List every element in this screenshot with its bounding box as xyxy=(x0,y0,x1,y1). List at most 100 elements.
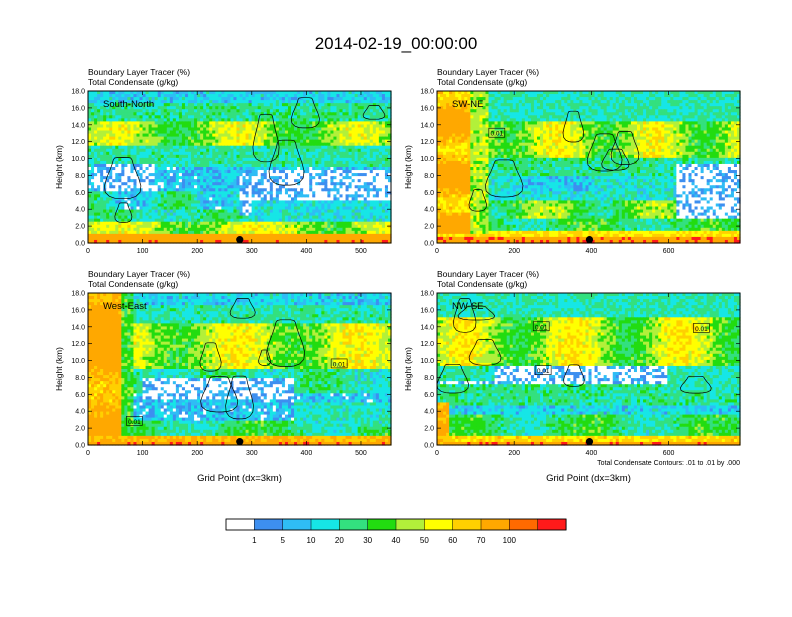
field-cell xyxy=(166,215,171,220)
field-cell xyxy=(215,179,219,183)
field-cell xyxy=(151,170,156,174)
field-cell xyxy=(181,97,186,101)
field-cell xyxy=(254,145,259,150)
field-cell xyxy=(145,206,150,211)
field-cell xyxy=(184,157,189,162)
field-cell xyxy=(291,106,295,110)
field-cell xyxy=(321,127,325,132)
field-cell xyxy=(154,218,159,223)
field-cell xyxy=(369,215,374,220)
field-cell xyxy=(136,194,141,198)
field-cell xyxy=(184,221,189,226)
field-cell xyxy=(239,197,244,202)
field-cell xyxy=(330,103,335,107)
field-cell xyxy=(142,188,147,192)
field-cell xyxy=(148,118,153,122)
field-cell xyxy=(97,212,101,217)
field-cell xyxy=(178,133,183,138)
field-cell xyxy=(227,136,232,141)
field-cell xyxy=(236,115,241,119)
field-cell xyxy=(227,109,232,113)
field-cell xyxy=(281,182,286,186)
field-cell xyxy=(91,173,95,177)
field-cell xyxy=(251,97,256,101)
field-cell xyxy=(275,167,280,171)
field-cell xyxy=(269,115,274,119)
field-cell xyxy=(369,94,374,98)
field-cell xyxy=(360,215,365,220)
field-cell xyxy=(333,118,338,122)
field-cell xyxy=(194,115,198,119)
field-cell xyxy=(263,197,268,202)
field-cell xyxy=(209,185,213,189)
field-cell xyxy=(360,206,365,211)
field-cell xyxy=(339,163,344,168)
condensate-field xyxy=(88,91,392,244)
field-cell xyxy=(324,160,328,165)
field-cell xyxy=(115,197,119,202)
field-cell xyxy=(312,112,316,116)
field-cell xyxy=(197,127,201,132)
field-cell xyxy=(169,209,174,214)
field-cell xyxy=(321,154,325,159)
field-cell xyxy=(145,182,150,186)
field-cell xyxy=(148,185,153,189)
field-cell xyxy=(106,145,110,150)
field-cell xyxy=(172,191,177,195)
field-cell xyxy=(339,191,344,195)
field-cell xyxy=(227,121,232,126)
field-cell xyxy=(121,142,125,147)
field-cell xyxy=(181,163,186,168)
field-cell xyxy=(315,127,319,132)
field-cell xyxy=(206,215,210,220)
field-cell xyxy=(215,191,219,195)
field-cell xyxy=(333,142,338,147)
field-cell xyxy=(166,148,171,153)
field-cell xyxy=(166,163,171,168)
field-cell xyxy=(345,142,350,147)
field-cell xyxy=(184,112,189,116)
field-cell xyxy=(248,176,253,180)
field-cell xyxy=(175,109,180,113)
field-cell xyxy=(91,139,95,144)
field-cell xyxy=(354,191,359,195)
field-cell xyxy=(112,139,116,144)
field-cell xyxy=(363,127,368,132)
field-cell xyxy=(178,130,183,135)
field-cell xyxy=(330,130,335,135)
field-cell xyxy=(136,91,141,95)
field-cell xyxy=(118,151,122,156)
field-cell xyxy=(178,106,183,110)
field-cell xyxy=(297,176,301,180)
field-cell xyxy=(275,191,280,195)
field-cell xyxy=(200,218,204,223)
field-cell xyxy=(309,118,313,122)
field-cell xyxy=(236,167,241,171)
field-cell xyxy=(133,127,138,132)
field-cell xyxy=(278,151,283,156)
field-cell xyxy=(330,94,335,98)
field-cell xyxy=(136,209,141,214)
field-cell xyxy=(94,100,98,104)
field-cell xyxy=(187,136,192,141)
field-cell xyxy=(375,142,380,147)
field-cell xyxy=(197,109,201,113)
field-cell xyxy=(354,139,359,144)
field-cell xyxy=(303,112,307,116)
field-cell xyxy=(94,203,98,208)
field-cell xyxy=(178,154,183,159)
field-cell xyxy=(342,215,347,220)
field-cell xyxy=(245,142,250,147)
field-cell xyxy=(303,100,307,104)
field-cell xyxy=(357,124,362,129)
field-cell xyxy=(221,182,225,186)
field-cell xyxy=(127,121,132,126)
field-cell xyxy=(372,127,377,132)
field-cell xyxy=(103,194,107,198)
field-cell xyxy=(145,212,150,217)
field-cell xyxy=(315,154,319,159)
field-cell xyxy=(384,130,389,135)
field-cell xyxy=(157,197,162,202)
field-cell xyxy=(227,167,232,171)
field-cell xyxy=(309,197,313,202)
